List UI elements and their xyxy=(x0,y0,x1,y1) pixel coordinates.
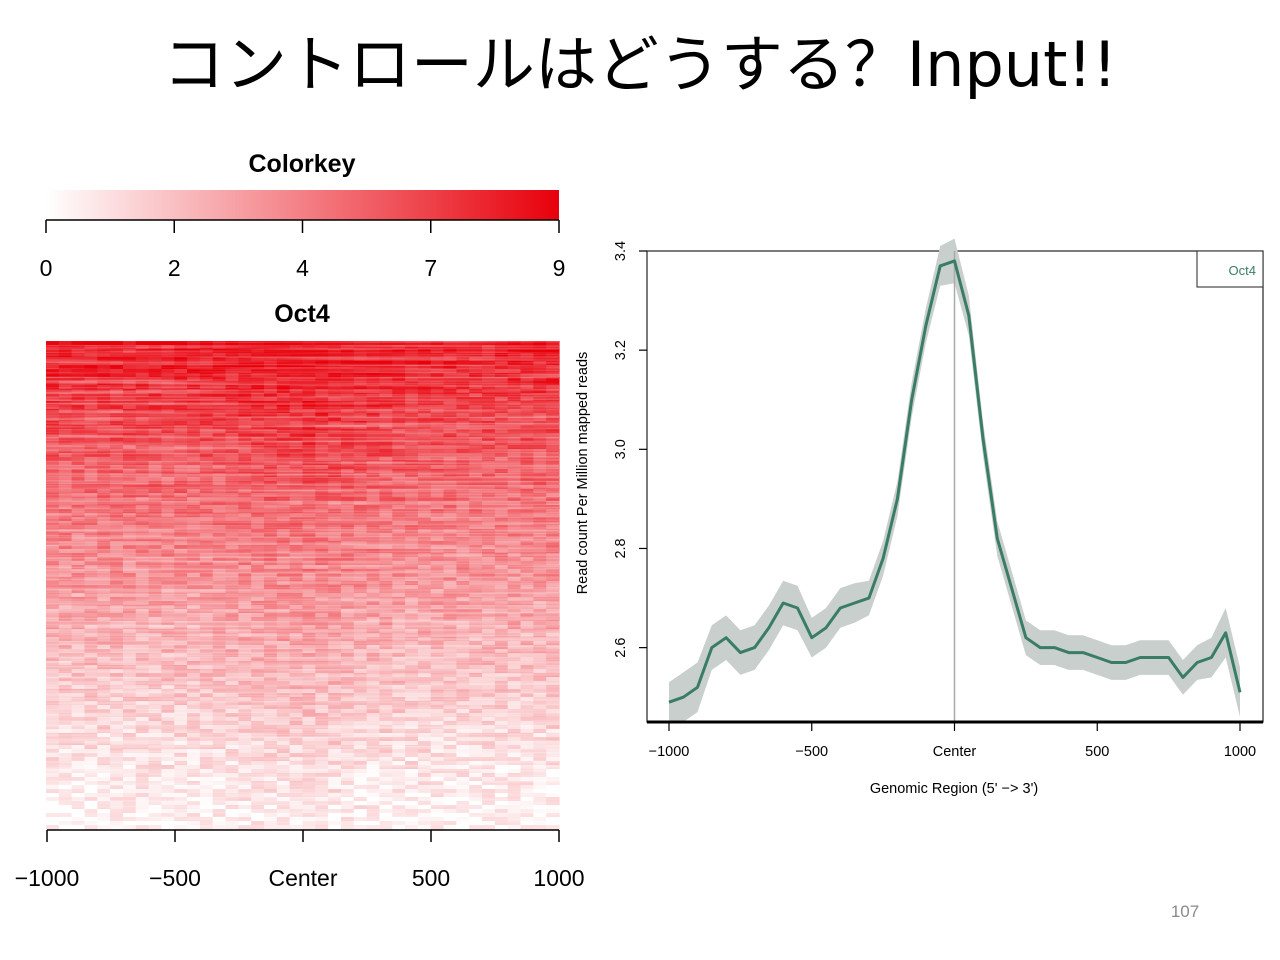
colorkey-title: Colorkey xyxy=(249,150,356,178)
x-axis-label: Genomic Region (5' −> 3') xyxy=(870,781,1038,797)
colorkey-tick-label: 7 xyxy=(424,255,437,281)
colorkey-gradient-bar xyxy=(46,190,559,220)
series-line-oct4 xyxy=(668,259,1242,704)
page-number: 107 xyxy=(1170,902,1200,921)
x-tick-label: −500 xyxy=(795,744,828,760)
x-tick-label: Center xyxy=(933,744,977,760)
heatmap-x-tick-label: 1000 xyxy=(533,865,584,891)
y-axis-label: Read count Per Million mapped reads xyxy=(575,352,591,595)
x-tick-label: 500 xyxy=(1085,744,1109,760)
legend-entry-oct4: Oct4 xyxy=(1229,263,1256,278)
profile-plot-area: −1000 −500 Center 500 1000 2.6 2.8 3.0 3.2 3.4 xyxy=(613,238,1264,760)
colorkey-tick-label: 0 xyxy=(40,255,53,281)
confidence-band xyxy=(669,238,1240,722)
y-tick-label: 2.8 xyxy=(613,538,629,558)
heatmap-x-tick-label: −500 xyxy=(149,865,201,891)
colorkey-tick-label: 4 xyxy=(296,255,309,281)
heatmap-title: Oct4 xyxy=(274,300,330,328)
x-tick-label: 1000 xyxy=(1224,744,1256,760)
y-tick-label: 3.0 xyxy=(613,439,629,459)
x-tick-label: −1000 xyxy=(649,744,690,760)
colorkey-tick-label: 9 xyxy=(553,255,566,281)
y-tick-label: 3.2 xyxy=(613,340,629,360)
heatmap-texture xyxy=(46,341,559,829)
y-tick-label: 3.4 xyxy=(613,241,629,261)
legend-box xyxy=(1196,250,1264,288)
colorkey-tick-label: 2 xyxy=(168,255,181,281)
legend: Oct4 xyxy=(1196,250,1264,288)
profile-figure: Read count Per Million mapped reads Geno… xyxy=(575,238,1264,797)
heatmap-x-tick-label: Center xyxy=(268,865,337,891)
heatmap-x-tick-label: 500 xyxy=(412,865,450,891)
y-tick-label: 2.6 xyxy=(613,638,629,658)
heatmap-x-axis: −1000 −500 Center 500 1000 xyxy=(15,829,585,891)
y-axis-label-group: Read count Per Million mapped reads xyxy=(575,352,591,595)
heatmap-x-tick-label: −1000 xyxy=(15,865,80,891)
slide-title: コントロールはどうする？Input!! xyxy=(162,28,1118,101)
heatmap-figure: Colorkey 0 2 4 7 9 Oct4 −1000 −500 Center 500 10… xyxy=(15,150,585,891)
colorkey-axis: 0 2 4 7 9 xyxy=(40,219,566,281)
